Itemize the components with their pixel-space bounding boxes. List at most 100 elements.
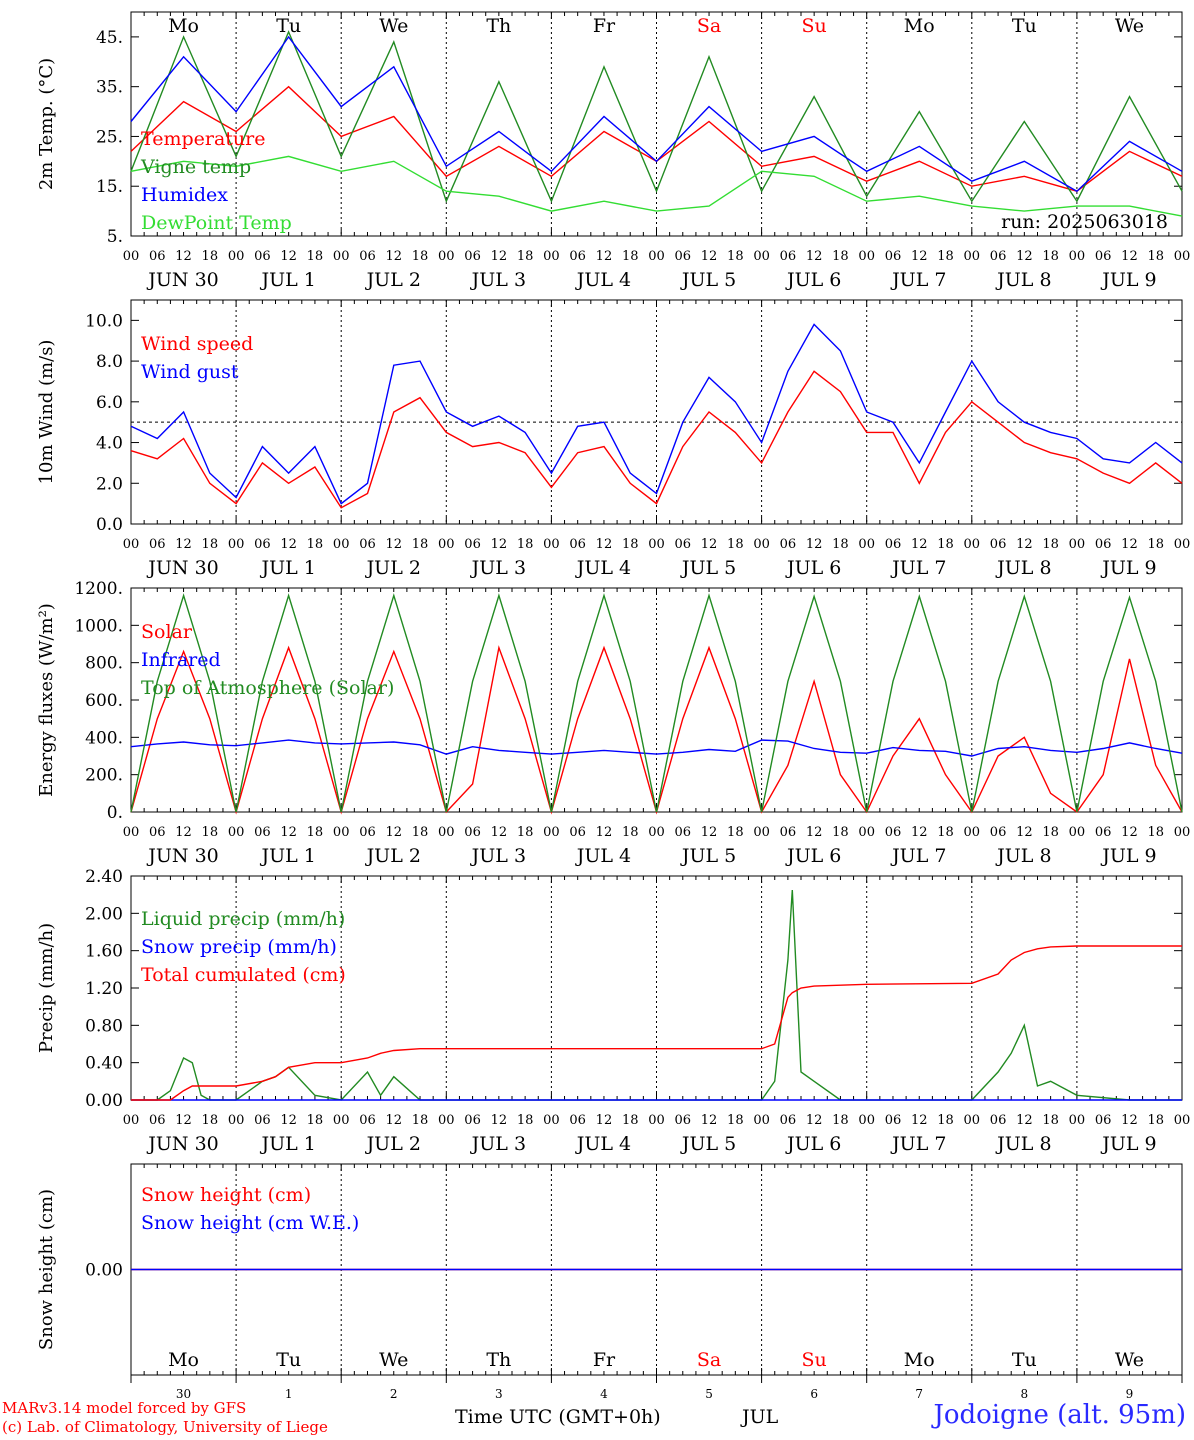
day-of-week-label: We	[1115, 1349, 1144, 1371]
y-axis-label: Precip (mm/h)	[36, 923, 57, 1053]
hour-tick-label: 12	[280, 1113, 297, 1128]
hour-tick-label: 12	[806, 825, 823, 840]
series-line-infrared	[130, 739, 1183, 757]
hour-tick-label: 18	[202, 249, 219, 264]
month-label: JUL	[742, 1406, 779, 1428]
hour-tick-label: 12	[491, 1113, 508, 1128]
legend-entry: Wind speed	[141, 333, 253, 355]
day-of-week-label: Su	[802, 15, 827, 37]
day-of-week-label: Mo	[904, 1349, 935, 1371]
date-label: JUL 9	[1100, 845, 1156, 867]
hour-tick-label: 18	[517, 825, 534, 840]
day-of-week-label: We	[379, 1349, 408, 1371]
hour-tick-label: 06	[149, 825, 166, 840]
legend-entry: Top of Atmosphere (Solar)	[141, 677, 394, 699]
hour-tick-label: 06	[885, 1113, 902, 1128]
hour-tick-label: 06	[1095, 249, 1112, 264]
lab-credit: (c) Lab. of Climatology, University of L…	[2, 1418, 328, 1436]
hour-tick-label: 12	[1016, 249, 1033, 264]
hour-tick-label: 00	[123, 249, 140, 264]
day-of-week-label: Mo	[168, 15, 199, 37]
hour-tick-label: 18	[1042, 537, 1059, 552]
hour-tick-label: 06	[1095, 825, 1112, 840]
hour-tick-label: 12	[911, 825, 928, 840]
hour-tick-label: 06	[464, 249, 481, 264]
hour-tick-label: 06	[1095, 1113, 1112, 1128]
day-of-week-label: Su	[802, 1349, 827, 1371]
y-tick-label: 4.0	[96, 434, 123, 454]
y-axis-label: Energy fluxes (W/m²)	[36, 603, 57, 797]
legend-entry: Humidex	[141, 184, 228, 206]
day-number-label: 3	[495, 1387, 503, 1401]
y-tick-label: 25.	[96, 127, 123, 147]
date-label: JUL 2	[365, 1133, 421, 1155]
date-label: JUL 8	[995, 845, 1051, 867]
hour-tick-label: 18	[307, 1113, 324, 1128]
hour-tick-label: 00	[333, 1113, 350, 1128]
day-number-label: 4	[600, 1387, 608, 1401]
hour-tick-label: 18	[622, 537, 639, 552]
date-label: JUL 4	[575, 269, 631, 291]
date-label: JUL 5	[680, 1133, 736, 1155]
hour-tick-label: 06	[464, 537, 481, 552]
hour-tick-label: 18	[1147, 249, 1164, 264]
hour-tick-label: 18	[727, 825, 744, 840]
day-of-week-label: Sa	[697, 15, 721, 37]
hour-tick-label: 18	[517, 1113, 534, 1128]
hour-tick-label: 06	[780, 249, 797, 264]
hour-tick-label: 00	[1174, 249, 1191, 264]
legend-entry: Temperature	[141, 128, 265, 150]
y-tick-label: 1.60	[85, 942, 123, 962]
date-label: JUN 30	[146, 269, 218, 291]
day-of-week-label: Fr	[593, 1349, 616, 1371]
hour-tick-label: 18	[307, 825, 324, 840]
y-tick-label: 2.00	[85, 904, 123, 924]
hour-tick-label: 18	[622, 249, 639, 264]
hour-tick-label: 06	[1095, 537, 1112, 552]
legend-entry: Snow height (cm W.E.)	[141, 1212, 359, 1234]
hour-tick-label: 00	[648, 537, 665, 552]
y-tick-label: 8.0	[96, 352, 123, 372]
hour-tick-label: 00	[543, 1113, 560, 1128]
hour-tick-label: 12	[701, 825, 718, 840]
hour-tick-label: 00	[438, 1113, 455, 1128]
hour-tick-label: 06	[149, 249, 166, 264]
hour-tick-label: 00	[123, 537, 140, 552]
hour-tick-label: 12	[596, 1113, 613, 1128]
hour-tick-label: 06	[990, 825, 1007, 840]
hour-tick-label: 12	[911, 1113, 928, 1128]
y-tick-label: 600.	[85, 691, 123, 711]
hour-tick-label: 12	[806, 249, 823, 264]
hour-tick-label: 12	[175, 1113, 192, 1128]
hour-tick-label: 18	[1147, 537, 1164, 552]
day-number-label: 7	[915, 1387, 923, 1401]
y-tick-label: 1200.	[74, 579, 123, 599]
date-label: JUL 1	[259, 1133, 315, 1155]
date-label: JUL 3	[470, 845, 526, 867]
hour-tick-label: 06	[675, 1113, 692, 1128]
date-label: JUL 6	[785, 269, 841, 291]
day-number-label: 8	[1021, 1387, 1029, 1401]
hour-tick-label: 00	[858, 1113, 875, 1128]
day-number-label: 9	[1126, 1387, 1134, 1401]
date-label: JUL 4	[575, 557, 631, 579]
hour-tick-label: 06	[359, 537, 376, 552]
hour-tick-label: 00	[648, 825, 665, 840]
date-label: JUN 30	[146, 1133, 218, 1155]
hour-tick-label: 06	[569, 537, 586, 552]
hour-tick-label: 06	[149, 537, 166, 552]
hour-tick-label: 12	[596, 537, 613, 552]
hour-tick-label: 00	[438, 249, 455, 264]
day-of-week-label: Mo	[904, 15, 935, 37]
day-of-week-label: Sa	[697, 1349, 721, 1371]
hour-tick-label: 12	[175, 249, 192, 264]
series-line-total-cumulated-cm-	[131, 945, 1182, 1101]
hour-tick-label: 12	[491, 825, 508, 840]
hour-tick-label: 06	[359, 249, 376, 264]
hour-tick-label: 00	[1174, 537, 1191, 552]
hour-tick-label: 00	[123, 825, 140, 840]
hour-tick-label: 18	[517, 249, 534, 264]
hour-tick-label: 12	[385, 825, 402, 840]
date-label: JUL 1	[259, 269, 315, 291]
hour-tick-label: 18	[832, 825, 849, 840]
